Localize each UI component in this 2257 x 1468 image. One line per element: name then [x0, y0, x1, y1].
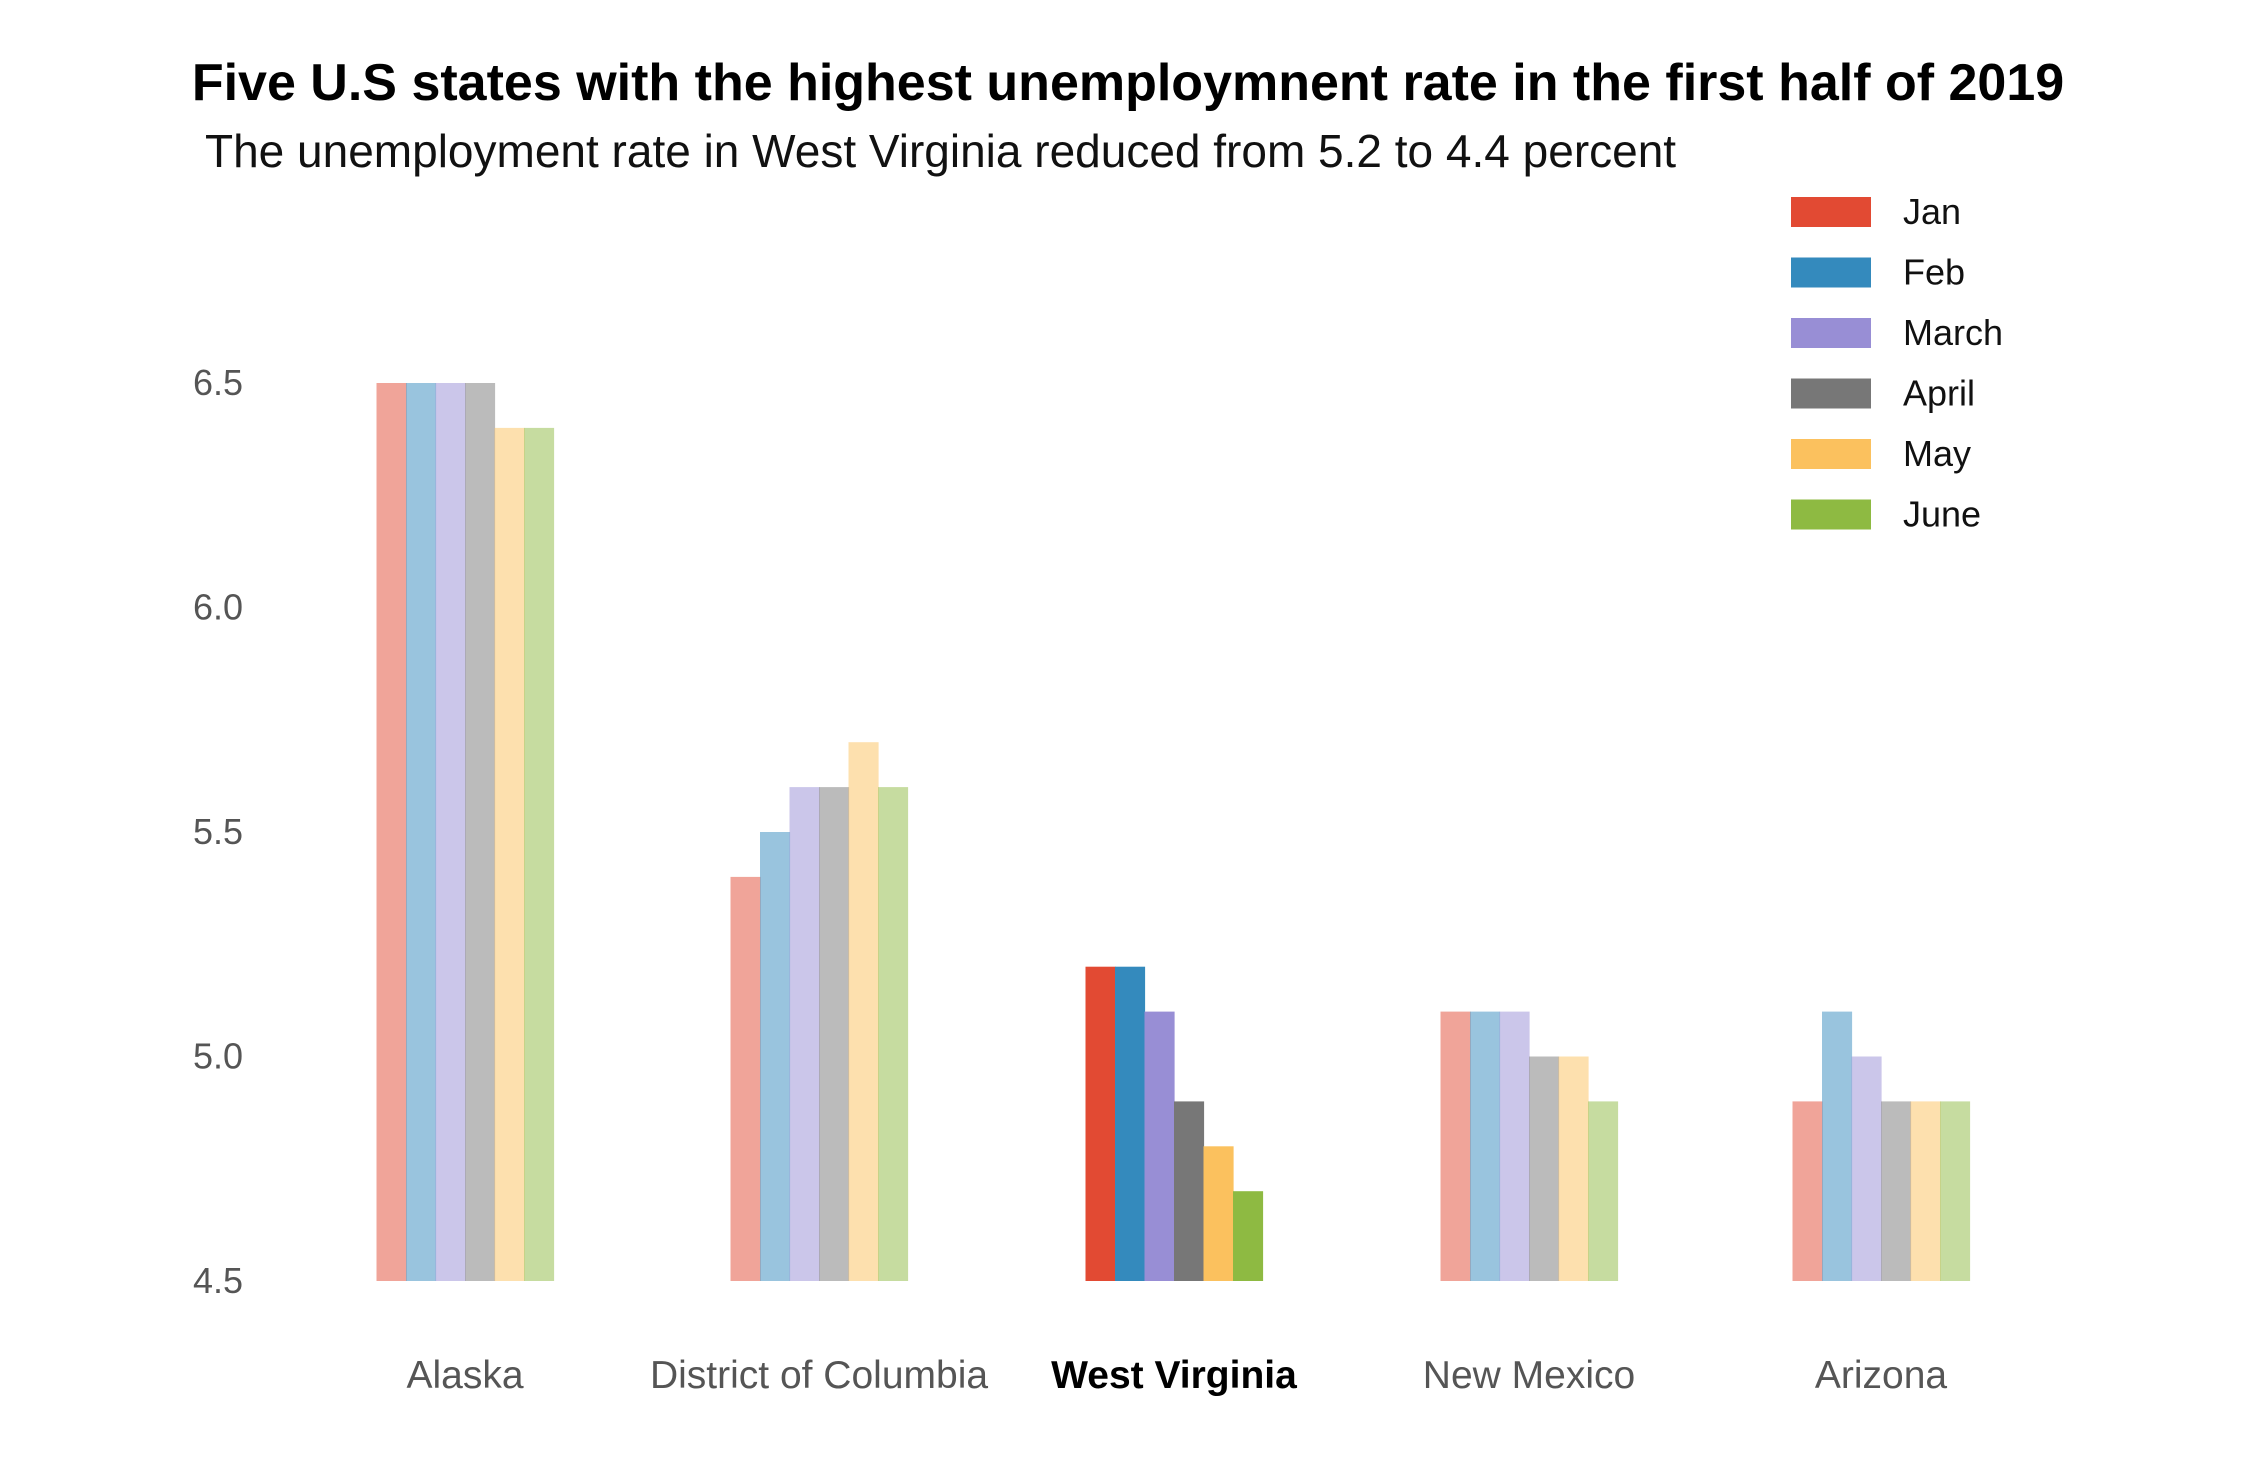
bar [878, 787, 909, 1281]
y-tick-label: 5.0 [193, 1036, 243, 1077]
bar-group-arizona [1792, 1011, 1971, 1281]
bar [465, 383, 496, 1281]
bar [1470, 1011, 1501, 1281]
y-tick-label: 6.0 [193, 587, 243, 628]
bar [1085, 966, 1116, 1281]
bar [376, 383, 407, 1281]
legend-label: Feb [1903, 252, 1965, 293]
bar [1851, 1056, 1882, 1281]
legend-item: Jan [1791, 191, 1961, 232]
x-category-label: New Mexico [1423, 1354, 1635, 1397]
y-tick-label: 6.5 [193, 362, 243, 403]
legend-item: May [1791, 433, 1971, 474]
legend-swatch [1791, 439, 1871, 469]
bar [1822, 1011, 1853, 1281]
bar [760, 832, 791, 1281]
chart-title: Five U.S states with the highest unemplo… [192, 54, 2064, 112]
bars-area [376, 383, 1971, 1281]
legend-label: June [1903, 494, 1981, 535]
legend-swatch [1791, 499, 1871, 530]
bar [435, 383, 466, 1281]
x-axis-labels: Alaska District of Columbia West Virginia N… [406, 1354, 1947, 1397]
legend-swatch [1791, 378, 1871, 409]
bar [1792, 1101, 1823, 1281]
bar-group-west-virginia [1085, 966, 1264, 1281]
chart-subtitle: The unemployment rate in West Virginia r… [205, 125, 1676, 177]
bar [1558, 1056, 1589, 1281]
x-category-label: West Virginia [1051, 1354, 1297, 1397]
bar [1233, 1191, 1264, 1281]
bar [1940, 1101, 1971, 1281]
legend-item: April [1791, 373, 1975, 414]
legend-label: March [1903, 312, 2003, 353]
bar [1144, 1011, 1175, 1281]
bar [1529, 1056, 1560, 1281]
bar [1910, 1101, 1941, 1281]
bar-group-district-of-columbia [730, 742, 909, 1281]
bar [1440, 1011, 1471, 1281]
y-tick-label: 5.5 [193, 811, 243, 852]
legend-swatch [1791, 318, 1871, 348]
legend-item: March [1791, 312, 2003, 353]
bar [1203, 1146, 1234, 1281]
bar [730, 876, 761, 1281]
bar-group-new-mexico [1440, 1011, 1619, 1281]
bar [819, 787, 850, 1281]
x-category-label: District of Columbia [650, 1354, 988, 1397]
bar [1174, 1101, 1205, 1281]
bar [789, 787, 820, 1281]
bar [524, 427, 555, 1281]
bar [406, 383, 437, 1281]
legend-label: April [1903, 373, 1975, 414]
y-axis-ticks: 4.5 5.0 5.5 6.0 6.5 [193, 362, 243, 1301]
x-category-label: Arizona [1815, 1354, 1948, 1397]
legend-label: May [1903, 433, 1971, 474]
bar [1499, 1011, 1530, 1281]
bar [1588, 1101, 1619, 1281]
legend-label: Jan [1903, 191, 1961, 232]
y-tick-label: 4.5 [193, 1260, 243, 1301]
legend-swatch [1791, 197, 1871, 227]
legend-swatch [1791, 257, 1871, 288]
bar [494, 427, 525, 1281]
bar [1115, 966, 1146, 1281]
bar [848, 742, 879, 1281]
bar-group-alaska [376, 383, 555, 1281]
x-category-label: Alaska [406, 1354, 523, 1397]
legend-item: Feb [1791, 252, 1965, 293]
legend: Jan Feb March April May June [1791, 191, 2003, 535]
legend-item: June [1791, 494, 1981, 535]
bar [1881, 1101, 1912, 1281]
